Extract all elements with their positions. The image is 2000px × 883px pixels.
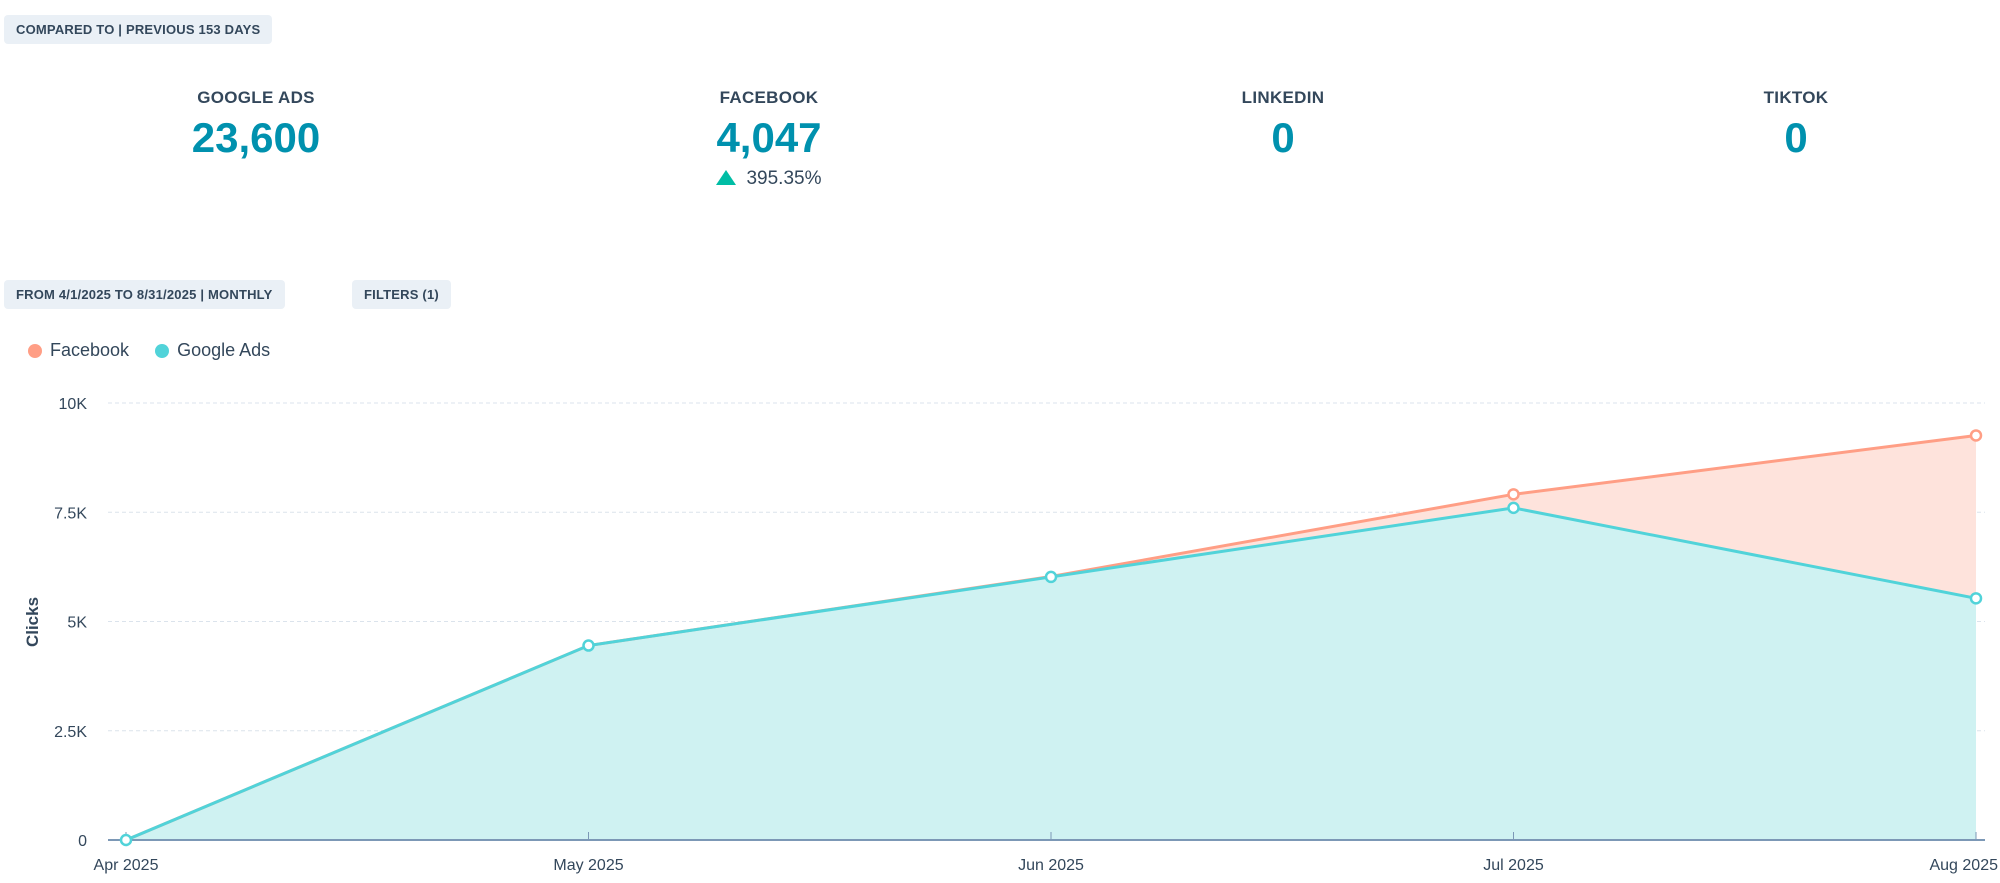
x-tick-label: Jul 2025 — [1483, 857, 1544, 874]
point-google-ads — [1044, 570, 1058, 584]
kpi-label: LINKEDIN — [1241, 88, 1325, 107]
y-tick-label: 7.5K — [54, 505, 87, 522]
x-tick-label: Jun 2025 — [1018, 857, 1084, 874]
kpi-delta: 395.35% — [569, 168, 969, 190]
y-tick-label: 5K — [67, 615, 87, 632]
point-google-ads — [582, 639, 595, 652]
date-range-badge[interactable]: FROM 4/1/2025 TO 8/31/2025 | MONTHLY — [4, 280, 285, 309]
x-tick-label: Apr 2025 — [94, 857, 159, 874]
kpi-value: 23,600 — [191, 114, 321, 161]
point-google-ads — [119, 833, 133, 847]
x-tick-label: May 2025 — [553, 857, 623, 874]
delta-value: 395.35% — [746, 168, 822, 189]
kpi-value: 0 — [1784, 114, 1808, 161]
legend-item-facebook[interactable]: Facebook — [28, 340, 129, 361]
legend-dot — [28, 343, 42, 358]
kpi-tiktok: TIKTOK 0 — [1596, 88, 1996, 162]
chart-legend: Facebook Google Ads — [28, 340, 270, 361]
y-tick-label: 0 — [78, 833, 87, 850]
x-tick-label: Aug 2025 — [1929, 857, 1998, 874]
legend-dot — [155, 343, 170, 358]
arrow-up-icon — [716, 170, 737, 185]
compare-badge[interactable]: COMPARED TO | PREVIOUS 153 DAYS — [4, 15, 273, 44]
filters-badge[interactable]: FILTERS (1) — [352, 280, 451, 309]
area-google-ads — [126, 507, 1976, 840]
point-facebook — [1969, 429, 1983, 442]
kpi-value: 0 — [1271, 114, 1295, 161]
y-tick-label: 2.5K — [54, 724, 87, 741]
kpi-label: FACEBOOK — [719, 88, 819, 107]
area-facebook — [126, 435, 1976, 840]
kpi-facebook: FACEBOOK 4,047 395.35% — [569, 88, 969, 190]
point-facebook — [1507, 488, 1520, 501]
legend-label: Google Ads — [177, 340, 271, 360]
kpi-google-ads: GOOGLE ADS 23,600 — [56, 88, 456, 162]
kpi-label: GOOGLE ADS — [197, 88, 315, 107]
point-google-ads — [1507, 501, 1520, 515]
kpi-label: TIKTOK — [1763, 88, 1829, 107]
point-google-ads — [1969, 592, 1983, 605]
legend-item-google-ads[interactable]: Google Ads — [155, 340, 270, 361]
y-axis-label: Clicks — [23, 597, 42, 647]
legend-label: Facebook — [50, 340, 130, 360]
kpi-value: 4,047 — [716, 114, 822, 161]
kpi-linkedin: LINKEDIN 0 — [1083, 88, 1483, 162]
y-tick-label: 10K — [59, 396, 88, 413]
